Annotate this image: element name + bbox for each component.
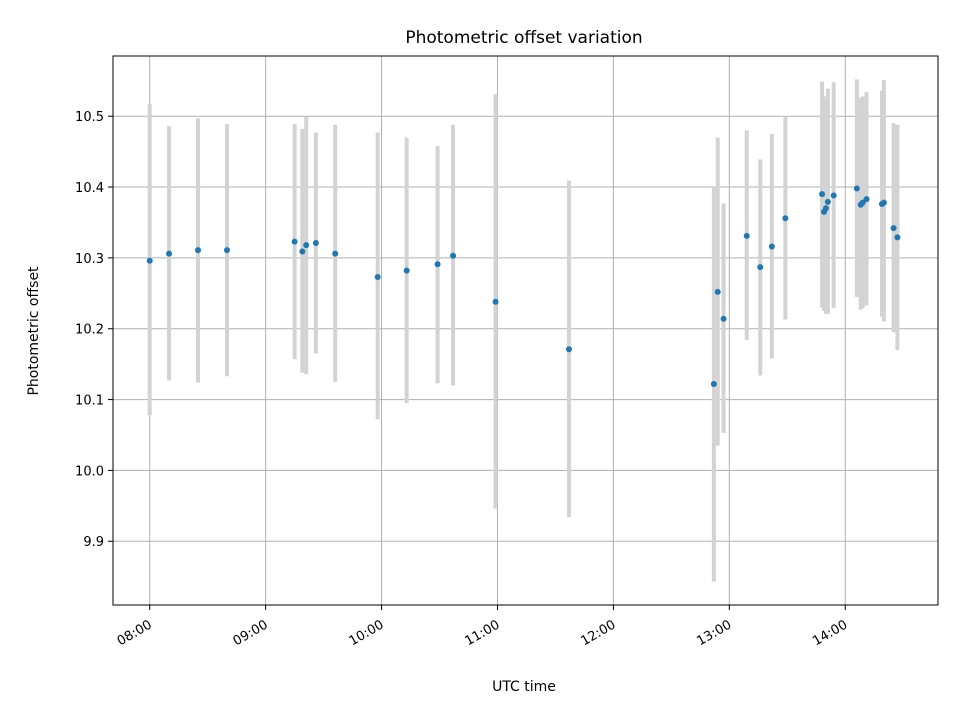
data-point bbox=[782, 215, 789, 222]
chart-title: Photometric offset variation bbox=[405, 28, 642, 48]
y-tick-label: 10.4 bbox=[75, 181, 104, 196]
data-point bbox=[374, 274, 381, 281]
y-tick-label: 10.5 bbox=[75, 110, 104, 125]
y-tick-label: 10.2 bbox=[75, 323, 104, 338]
data-point bbox=[768, 243, 775, 250]
plot-frame bbox=[112, 55, 939, 606]
y-axis-label: Photometric offset bbox=[26, 266, 42, 396]
y-tick-label: 10.3 bbox=[75, 252, 104, 267]
data-point bbox=[492, 298, 499, 305]
data-point bbox=[863, 196, 870, 203]
data-point bbox=[880, 199, 887, 206]
data-points bbox=[146, 185, 901, 387]
data-point bbox=[312, 240, 319, 247]
data-point bbox=[710, 380, 717, 387]
data-point bbox=[720, 315, 727, 322]
data-point bbox=[565, 346, 572, 353]
data-point bbox=[299, 248, 306, 255]
data-point bbox=[853, 185, 860, 192]
data-point bbox=[830, 192, 837, 199]
data-point bbox=[757, 264, 764, 271]
data-point bbox=[824, 198, 831, 205]
data-point bbox=[743, 232, 750, 239]
data-point bbox=[303, 242, 310, 249]
data-point bbox=[332, 250, 339, 257]
grid bbox=[113, 56, 938, 605]
data-point bbox=[822, 205, 829, 212]
data-point bbox=[146, 257, 153, 264]
data-point bbox=[434, 261, 441, 268]
data-point bbox=[859, 199, 866, 206]
y-tick-label: 10.0 bbox=[75, 464, 104, 479]
y-axis-ticks: 9.9 10.0 10.1 10.2 10.3 10.4 10.5 bbox=[75, 110, 113, 550]
data-point bbox=[450, 252, 457, 259]
data-point bbox=[890, 225, 897, 232]
data-point bbox=[195, 247, 202, 254]
x-axis-label: UTC time bbox=[492, 679, 556, 695]
data-point bbox=[819, 191, 826, 198]
y-tick-label: 9.9 bbox=[83, 535, 104, 550]
data-point bbox=[714, 288, 721, 295]
data-point bbox=[291, 238, 298, 245]
data-point bbox=[166, 250, 173, 257]
data-point bbox=[223, 247, 230, 254]
y-tick-label: 10.1 bbox=[75, 394, 104, 409]
data-point bbox=[894, 234, 901, 241]
data-point bbox=[403, 267, 410, 274]
